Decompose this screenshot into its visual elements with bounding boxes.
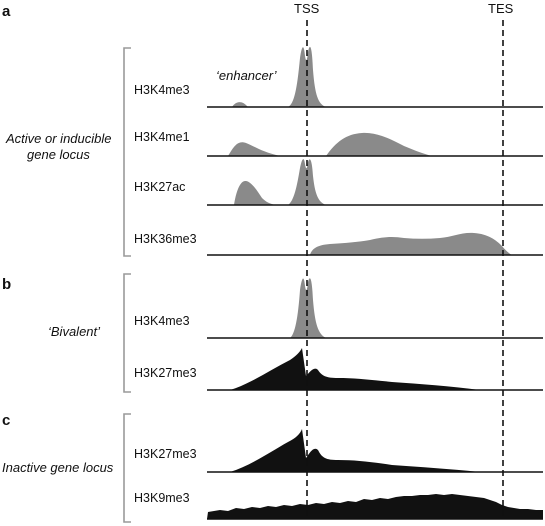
signal-a-h3k36me3 bbox=[310, 232, 512, 255]
panel-letter-a: a bbox=[2, 3, 11, 20]
group-label-active-line1: Active or inducible bbox=[5, 131, 112, 146]
signal-a-h3k4me1 bbox=[228, 132, 432, 156]
track-label-a-h3k27ac: H3K27ac bbox=[134, 180, 185, 194]
group-label-bivalent: ‘Bivalent’ bbox=[48, 324, 101, 339]
tss-label: TSS bbox=[294, 1, 320, 16]
signal-a-h3k27ac bbox=[234, 159, 326, 205]
panel-letter-c: c bbox=[2, 412, 10, 429]
panel-letter-b: b bbox=[2, 276, 11, 293]
tes-label: TES bbox=[488, 1, 514, 16]
track-label-b-h3k4me3: H3K4me3 bbox=[134, 314, 190, 328]
track-label-a-h3k4me1: H3K4me1 bbox=[134, 130, 190, 144]
track-label-a-h3k4me3: H3K4me3 bbox=[134, 83, 190, 97]
signal-a-h3k4me3 bbox=[232, 46, 326, 107]
bracket-panel-b bbox=[123, 273, 131, 393]
signal-b-h3k27me3 bbox=[230, 348, 480, 390]
track-label-c-h3k9me3: H3K9me3 bbox=[134, 491, 190, 505]
bracket-panel-c bbox=[123, 413, 131, 523]
group-label-active-line2: gene locus bbox=[27, 147, 90, 162]
bracket-panel-a bbox=[123, 47, 131, 257]
signal-b-h3k4me3 bbox=[290, 278, 326, 338]
signal-c-h3k27me3 bbox=[230, 429, 480, 472]
track-label-a-h3k36me3: H3K36me3 bbox=[134, 232, 197, 246]
track-label-b-h3k27me3: H3K27me3 bbox=[134, 366, 197, 380]
track-label-c-h3k27me3: H3K27me3 bbox=[134, 447, 197, 461]
group-label-inactive: Inactive gene locus bbox=[2, 460, 114, 475]
enhancer-annotation: ‘enhancer’ bbox=[216, 68, 278, 83]
signal-c-h3k9me3 bbox=[207, 494, 543, 519]
